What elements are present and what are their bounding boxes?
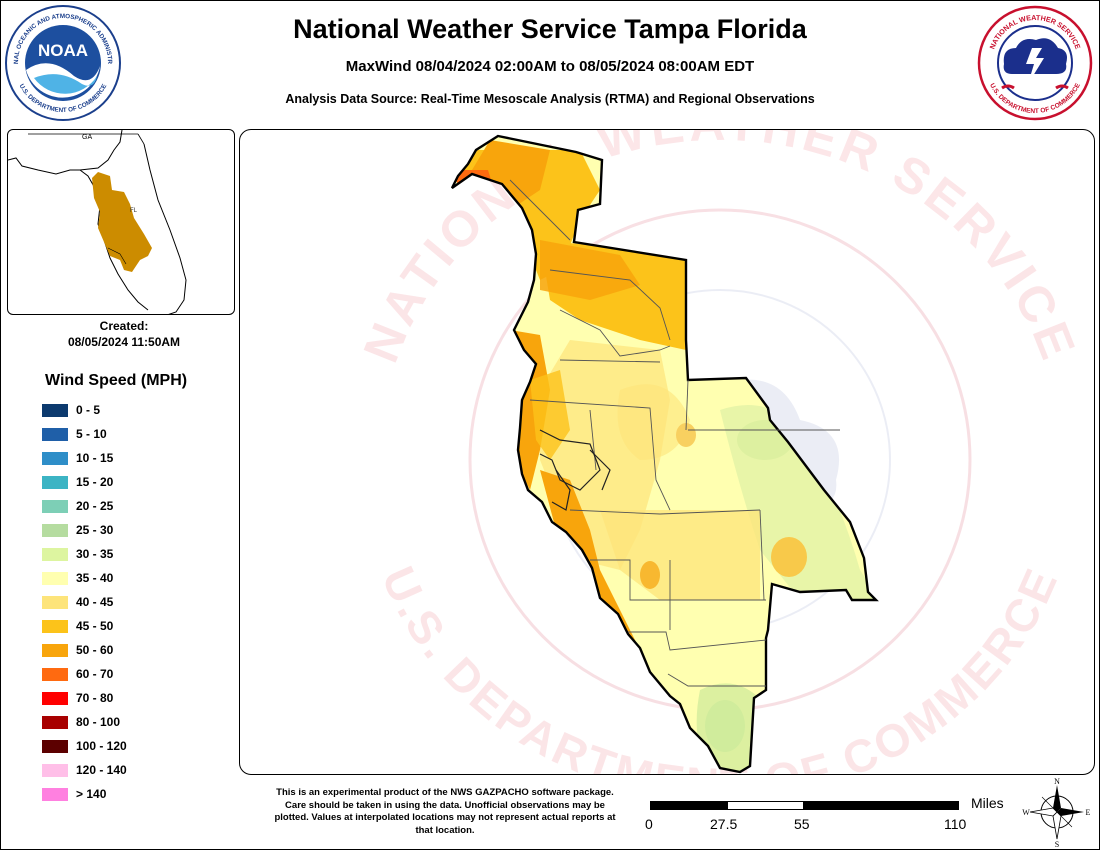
- legend-swatch: [42, 427, 68, 441]
- scale-units: Miles: [971, 795, 1004, 811]
- legend-item: 70 - 80: [42, 686, 127, 710]
- scale-tick-27-5: 27.5: [710, 816, 738, 832]
- legend-item: 15 - 20: [42, 470, 127, 494]
- legend-label: 45 - 50: [76, 619, 114, 633]
- legend-swatch: [42, 403, 68, 417]
- legend-item: 30 - 35: [42, 542, 127, 566]
- legend-label: 120 - 140: [76, 763, 127, 777]
- legend-item: 25 - 30: [42, 518, 127, 542]
- legend-item: 0 - 5: [42, 398, 127, 422]
- legend-swatch: [42, 451, 68, 465]
- legend-label: 35 - 40: [76, 571, 114, 585]
- legend-label: > 140: [76, 787, 107, 801]
- county-lines: [509, 179, 840, 687]
- legend-item: 60 - 70: [42, 662, 127, 686]
- scale-segment-1: [650, 801, 727, 810]
- legend-swatch: [42, 619, 68, 633]
- page-title: National Weather Service Tampa Florida: [293, 14, 807, 44]
- noaa-logo: NOAA NATIONAL OCEANIC AND ATMOSPHERIC AD…: [4, 4, 121, 121]
- legend-swatch: [42, 475, 68, 489]
- scale-segment-3: [804, 801, 959, 810]
- compass-s: S: [1055, 840, 1059, 847]
- legend-item: 10 - 15: [42, 446, 127, 470]
- scale-bar: 0 27.5 55 110 Miles: [640, 790, 1004, 840]
- legend: 0 - 5 5 - 10 10 - 15 15 - 20 20 - 25 25 - 30 3…: [42, 398, 127, 806]
- legend-item: 120 - 140: [42, 758, 127, 782]
- legend-swatch: [42, 787, 68, 801]
- compass-rose-icon: N S E W: [1022, 777, 1091, 847]
- legend-swatch: [42, 763, 68, 777]
- legend-label: 60 - 70: [76, 667, 114, 681]
- legend-label: 0 - 5: [76, 403, 101, 417]
- legend-label: 100 - 120: [76, 739, 127, 753]
- compass-w: W: [1022, 808, 1030, 817]
- legend-label: 25 - 30: [76, 523, 114, 537]
- legend-item: 50 - 60: [42, 638, 127, 662]
- legend-item: 20 - 25: [42, 494, 127, 518]
- compass-e: E: [1086, 808, 1091, 817]
- legend-swatch: [42, 715, 68, 729]
- scale-segment-2: [727, 801, 804, 810]
- legend-swatch: [42, 739, 68, 753]
- scale-tick-55: 55: [794, 816, 810, 832]
- legend-swatch: [42, 547, 68, 561]
- legend-label: 40 - 45: [76, 595, 114, 609]
- legend-swatch: [42, 571, 68, 585]
- inset-locator-map: GA FL: [7, 129, 235, 315]
- compass-n: N: [1054, 777, 1060, 786]
- legend-label: 30 - 35: [76, 547, 114, 561]
- legend-label: 15 - 20: [76, 475, 114, 489]
- legend-item: 35 - 40: [42, 566, 127, 590]
- scale-tick-0: 0: [645, 816, 653, 832]
- legend-label: 70 - 80: [76, 691, 114, 705]
- legend-label: 80 - 100: [76, 715, 121, 729]
- main-map[interactable]: NATIONAL WEATHER SERVICE U.S. DEPARTMENT…: [239, 129, 1095, 775]
- legend-title: Wind Speed (MPH): [45, 372, 188, 389]
- legend-swatch: [42, 643, 68, 657]
- nws-logo: NATIONAL WEATHER SERVICE U.S. DEPARTMENT…: [977, 5, 1093, 121]
- legend-label: 5 - 10: [76, 427, 107, 441]
- legend-label: 20 - 25: [76, 499, 114, 513]
- legend-item: 80 - 100: [42, 710, 127, 734]
- created-label: Created:: [99, 319, 149, 333]
- legend-label: 50 - 60: [76, 643, 114, 657]
- legend-label: 10 - 15: [76, 451, 114, 465]
- inset-label-fl: FL: [130, 208, 138, 214]
- legend-item: 40 - 45: [42, 590, 127, 614]
- data-source-text: Analysis Data Source: Real-Time Mesoscal…: [285, 92, 815, 106]
- legend-item: 100 - 120: [42, 734, 127, 758]
- scale-tick-110: 110: [944, 816, 967, 832]
- noaa-logo-text: NOAA: [38, 41, 88, 60]
- legend-swatch: [42, 667, 68, 681]
- legend-item: > 140: [42, 782, 127, 806]
- legend-swatch: [42, 595, 68, 609]
- legend-item: 5 - 10: [42, 422, 127, 446]
- bay-shoreline: [539, 429, 611, 511]
- watermark-ring-top: NATIONAL WEATHER SERVICE: [353, 130, 1084, 370]
- svg-text:NATIONAL WEATHER SERVICE: NATIONAL WEATHER SERVICE: [353, 130, 1088, 370]
- page-subtitle: MaxWind 08/04/2024 02:00AM to 08/05/2024…: [345, 58, 755, 75]
- disclaimer-text: This is an experimental product of the N…: [274, 787, 616, 836]
- legend-swatch: [42, 691, 68, 705]
- legend-swatch: [42, 499, 68, 513]
- created-datetime: 08/05/2024 11:50AM: [67, 335, 181, 349]
- region-outline: [450, 134, 879, 774]
- legend-swatch: [42, 523, 68, 537]
- inset-label-ga: GA: [82, 134, 92, 141]
- legend-item: 45 - 50: [42, 614, 127, 638]
